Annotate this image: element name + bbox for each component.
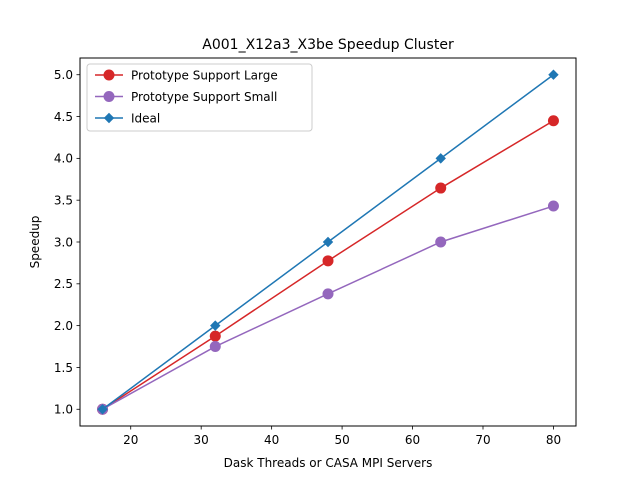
y-tick-label: 4.5 bbox=[54, 110, 73, 124]
x-tick-label: 70 bbox=[475, 433, 490, 447]
data-point bbox=[210, 320, 221, 331]
legend-item-prototype-support-large: Prototype Support Large bbox=[95, 68, 278, 82]
data-point bbox=[209, 330, 221, 342]
y-tick-label: 2.0 bbox=[54, 319, 73, 333]
data-point bbox=[435, 236, 447, 248]
legend-marker bbox=[103, 91, 115, 102]
x-tick-label: 80 bbox=[546, 433, 561, 447]
series-ideal bbox=[97, 69, 559, 415]
legend-item-ideal: Ideal bbox=[95, 111, 160, 125]
y-tick-label: 1.0 bbox=[54, 403, 73, 417]
data-point bbox=[548, 69, 559, 80]
chart-title: A001_X12a3_X3be Speedup Cluster bbox=[202, 37, 454, 53]
y-tick-label: 2.5 bbox=[54, 277, 73, 291]
data-point bbox=[322, 236, 334, 248]
x-axis: 20 30 40 50 60 70 80 bbox=[123, 426, 561, 447]
data-point bbox=[209, 341, 221, 353]
y-tick-label: 4.0 bbox=[54, 152, 73, 166]
legend-marker bbox=[103, 112, 115, 124]
legend-box bbox=[86, 63, 313, 132]
data-point bbox=[547, 115, 559, 127]
data-point bbox=[435, 182, 447, 194]
data-point bbox=[547, 200, 559, 212]
legend-label: Prototype Support Small bbox=[131, 90, 277, 104]
y-axis-label: Speedup bbox=[28, 216, 42, 269]
data-point bbox=[435, 153, 446, 164]
x-tick-label: 30 bbox=[194, 433, 209, 447]
x-axis-label: Dask Threads or CASA MPI Servers bbox=[224, 456, 433, 470]
x-tick-label: 50 bbox=[334, 433, 349, 447]
series-layer bbox=[97, 69, 559, 415]
y-tick-label: 3.5 bbox=[54, 193, 73, 207]
legend-marker bbox=[103, 69, 115, 81]
data-point bbox=[322, 288, 334, 300]
legend-item-prototype-support-small: Prototype Support Small bbox=[95, 90, 277, 104]
legend-label: Ideal bbox=[131, 111, 160, 125]
y-axis: 1.0 1.5 2.0 2.5 3.0 3.5 4.0 4.5 5.0 bbox=[54, 68, 80, 417]
data-point bbox=[97, 404, 108, 415]
x-tick-label: 40 bbox=[264, 433, 279, 447]
x-tick-label: 60 bbox=[405, 433, 420, 447]
y-tick-label: 3.0 bbox=[54, 235, 73, 249]
y-tick-label: 1.5 bbox=[54, 361, 73, 375]
legend-label: Prototype Support Large bbox=[131, 68, 278, 82]
axes-frame bbox=[79, 57, 577, 427]
legend: Prototype Support Large Prototype Support… bbox=[86, 63, 313, 132]
x-tick-label: 20 bbox=[123, 433, 138, 447]
y-tick-label: 5.0 bbox=[54, 68, 73, 82]
data-point bbox=[322, 255, 334, 267]
